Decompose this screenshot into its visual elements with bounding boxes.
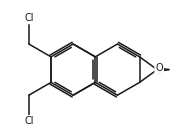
Text: O: O bbox=[155, 66, 163, 76]
Text: Cl: Cl bbox=[24, 13, 34, 23]
Text: Cl: Cl bbox=[24, 116, 34, 126]
Text: O: O bbox=[155, 63, 163, 73]
